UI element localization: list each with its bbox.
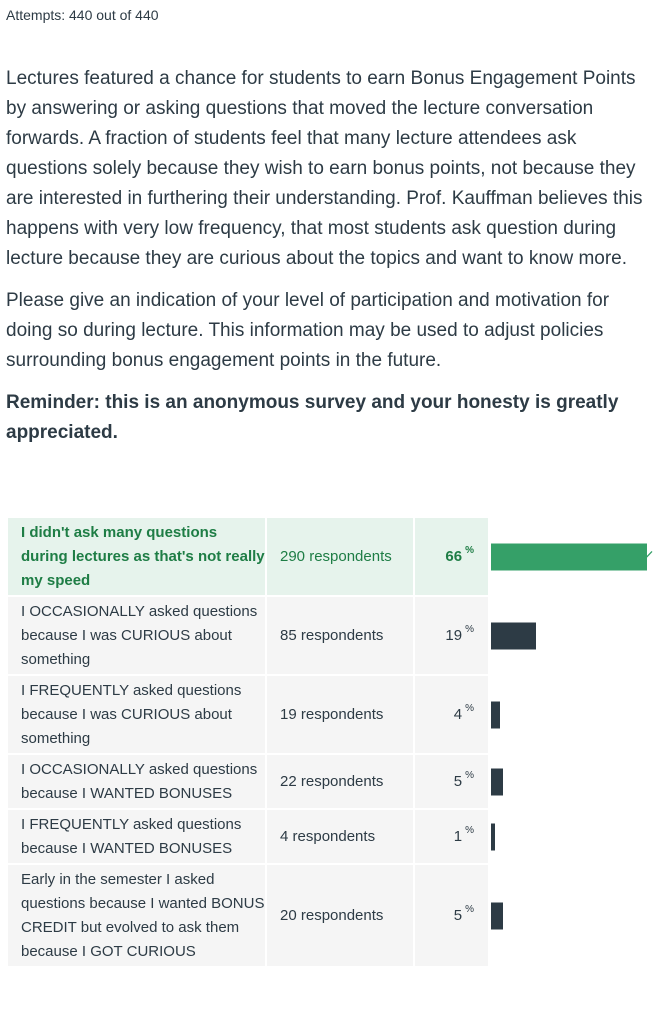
- percent-value: 1%: [415, 810, 488, 863]
- respondent-count: 20 respondents: [267, 865, 415, 966]
- percent-bar: [491, 701, 500, 728]
- percent-value: 19%: [415, 597, 488, 674]
- percent-symbol: %: [465, 545, 474, 556]
- question-paragraph-1: Lectures featured a chance for students …: [6, 68, 643, 269]
- percent-symbol: %: [465, 770, 474, 781]
- percent-value: 66%: [415, 518, 488, 595]
- answer-text: I FREQUENTLY asked questions because I w…: [8, 676, 267, 753]
- results-table: I didn't ask many questions during lectu…: [8, 518, 663, 968]
- percent-symbol: %: [465, 624, 474, 635]
- question-text: Lectures featured a chance for students …: [6, 64, 646, 460]
- answer-text: I FREQUENTLY asked questions because I W…: [8, 810, 267, 863]
- percent-symbol: %: [465, 703, 474, 714]
- answer-row: I didn't ask many questions during lectu…: [8, 518, 663, 597]
- percent-bar: [491, 622, 536, 649]
- answer-row: I FREQUENTLY asked questions because I w…: [8, 676, 663, 755]
- answer-row: I OCCASIONALLY asked questions because I…: [8, 597, 663, 676]
- percent-value: 5%: [415, 865, 488, 966]
- answer-text: I OCCASIONALLY asked questions because I…: [8, 755, 267, 808]
- bar-cell: [488, 865, 663, 966]
- percent-symbol: %: [465, 904, 474, 915]
- bar-cell: [488, 676, 663, 753]
- respondent-count: 22 respondents: [267, 755, 415, 808]
- percent-bar: [491, 768, 503, 795]
- percent-value: 5%: [415, 755, 488, 808]
- percent-value: 4%: [415, 676, 488, 753]
- bar-cell: [488, 597, 663, 674]
- respondent-count: 85 respondents: [267, 597, 415, 674]
- answer-text: I OCCASIONALLY asked questions because I…: [8, 597, 267, 674]
- percent-number: 5: [453, 773, 463, 790]
- attempts-count: Attempts: 440 out of 440: [6, 7, 159, 23]
- respondent-count: 290 respondents: [267, 518, 415, 595]
- answer-text: I didn't ask many questions during lectu…: [8, 518, 267, 595]
- percent-bar: [491, 902, 503, 929]
- question-paragraph-2: Please give an indication of your level …: [6, 290, 610, 371]
- percent-number: 1: [453, 828, 463, 845]
- reminder-text: Reminder: this is an anonymous survey an…: [6, 392, 619, 443]
- bar-cell: [488, 755, 663, 808]
- bar-cell: [488, 518, 663, 595]
- bar-cell: [488, 810, 663, 863]
- percent-number: 66: [445, 548, 463, 565]
- answer-row: I FREQUENTLY asked questions because I W…: [8, 810, 663, 865]
- answer-text: Early in the semester I asked questions …: [8, 865, 267, 966]
- percent-number: 4: [453, 706, 463, 723]
- respondent-count: 19 respondents: [267, 676, 415, 753]
- respondent-count: 4 respondents: [267, 810, 415, 863]
- percent-symbol: %: [465, 825, 474, 836]
- percent-bar: [491, 823, 495, 850]
- answer-row: Early in the semester I asked questions …: [8, 865, 663, 968]
- percent-number: 19: [445, 627, 463, 644]
- percent-bar: [491, 543, 647, 570]
- answer-row: I OCCASIONALLY asked questions because I…: [8, 755, 663, 810]
- check-icon: [637, 550, 653, 562]
- percent-number: 5: [453, 907, 463, 924]
